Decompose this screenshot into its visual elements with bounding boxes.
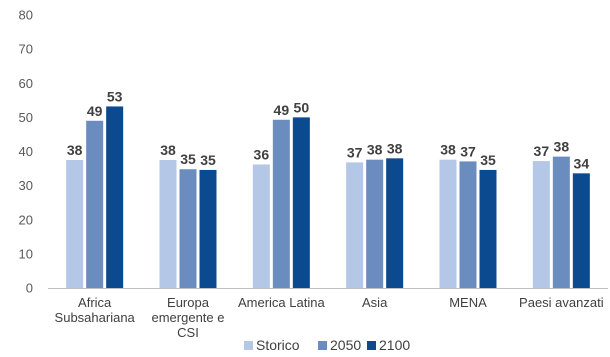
bar-storico	[66, 160, 84, 288]
data-label: 37	[347, 144, 363, 160]
y-tick-label: 30	[19, 178, 33, 193]
bars	[66, 106, 590, 288]
x-category-label: Asia	[362, 295, 388, 310]
bar-storico	[159, 160, 177, 288]
y-tick-label: 0	[26, 281, 33, 296]
bar-2050	[86, 120, 104, 288]
x-category-line: emergente e	[152, 310, 225, 325]
data-label: 38	[67, 142, 83, 158]
data-label: 53	[107, 88, 123, 104]
data-label: 38	[554, 139, 570, 155]
x-category-line: America Latina	[238, 295, 325, 310]
x-category-line: Paesi avanzati	[519, 295, 604, 310]
data-label: 38	[367, 142, 383, 158]
bar-storico	[439, 159, 457, 288]
legend-swatch-2050	[318, 341, 327, 350]
x-category-label: Paesi avanzati	[519, 295, 604, 310]
x-category-line: MENA	[449, 295, 487, 310]
x-category-line: Subsahariana	[55, 310, 136, 325]
bar-2050	[552, 156, 570, 288]
data-label: 34	[574, 155, 590, 171]
bar-2100	[199, 169, 217, 288]
y-tick-label: 20	[19, 212, 33, 227]
data-label: 38	[440, 142, 456, 158]
bar-storico	[532, 161, 550, 288]
bar-2050	[366, 159, 384, 288]
x-category-label: Africa Subsahariana	[55, 295, 136, 325]
data-label: 50	[294, 99, 310, 115]
data-label: 35	[180, 151, 196, 167]
data-label: 38	[160, 142, 176, 158]
legend: Storico 2050 2100	[244, 337, 410, 353]
bar-2050	[272, 119, 290, 288]
data-label: 35	[480, 152, 496, 168]
bar-storico	[252, 164, 270, 288]
data-label: 49	[274, 102, 290, 118]
bar-2100	[386, 158, 404, 288]
x-category-label: MENA	[449, 295, 487, 310]
data-label: 37	[460, 143, 476, 159]
y-tick-label: 40	[19, 144, 33, 159]
legend-swatch-2100	[367, 341, 376, 350]
data-label: 38	[387, 140, 403, 156]
legend-label: Storico	[256, 337, 300, 353]
y-tick-label: 70	[19, 42, 33, 57]
legend-label: 2100	[379, 337, 410, 353]
x-category-line: Africa	[78, 295, 112, 310]
legend-label: 2050	[330, 337, 361, 353]
data-label: 35	[200, 152, 216, 168]
x-category-line: Asia	[362, 295, 388, 310]
x-category-label: America Latina	[238, 295, 325, 310]
legend-swatch-storico	[244, 341, 253, 350]
bar-2050	[459, 161, 477, 288]
bar-2050	[179, 169, 197, 288]
y-tick-label: 10	[19, 246, 33, 261]
y-tick-label: 50	[19, 110, 33, 125]
bar-2100	[292, 117, 310, 288]
x-category-line: CSI	[177, 325, 199, 340]
x-axis-categories: Africa Subsahariana Europa emergente e CSI Am…	[55, 295, 604, 340]
bar-2100	[479, 169, 497, 288]
data-label: 36	[254, 146, 270, 162]
y-axis: 0 10 20 30 40 50 60 70 80	[19, 8, 33, 296]
x-category-label: Europa emergente e CSI	[152, 295, 225, 340]
bar-2100	[106, 106, 124, 288]
data-label: 49	[87, 103, 103, 119]
bar-2100	[572, 173, 590, 288]
data-label: 37	[534, 143, 550, 159]
x-category-line: Europa	[167, 295, 210, 310]
y-tick-label: 60	[19, 76, 33, 91]
bar-storico	[346, 162, 364, 288]
y-tick-label: 80	[19, 8, 33, 23]
